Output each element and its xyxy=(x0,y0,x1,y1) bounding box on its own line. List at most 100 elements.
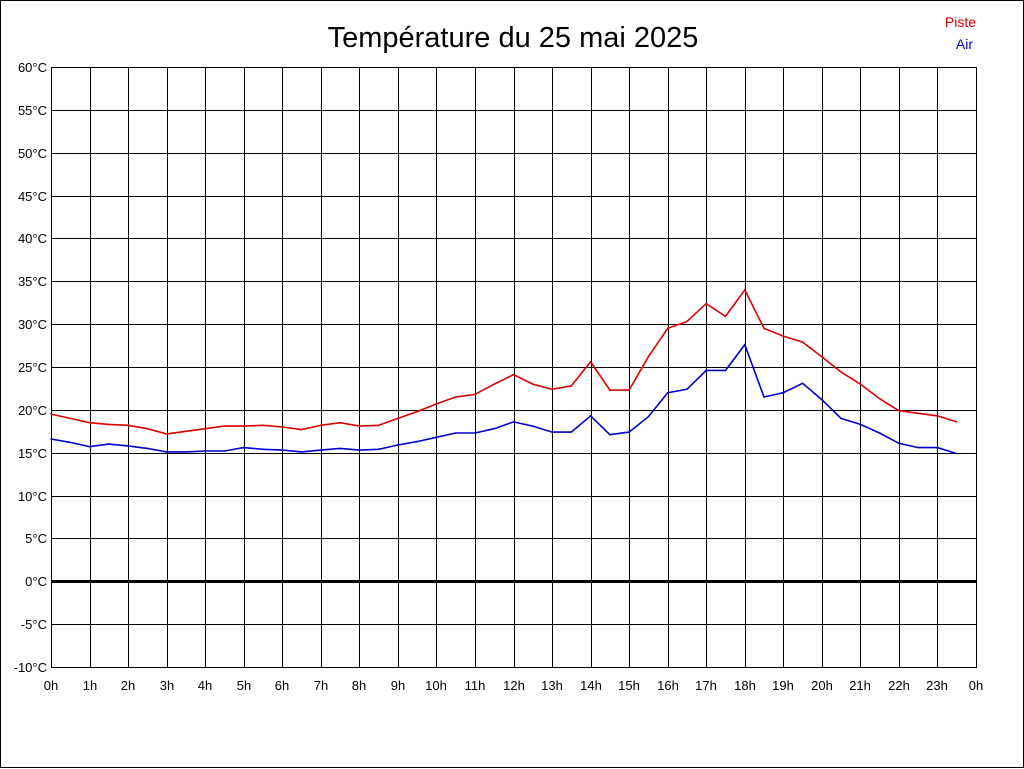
data-point-air xyxy=(686,388,688,391)
y-tick-label: 0°C xyxy=(25,574,47,589)
data-point-air xyxy=(532,425,534,427)
data-point-air xyxy=(898,442,900,445)
data-point-air xyxy=(127,445,129,447)
x-tick-label: 0h xyxy=(969,678,983,693)
data-point-air xyxy=(570,431,573,433)
data-point-piste xyxy=(917,412,919,415)
data-point-air xyxy=(88,445,91,448)
x-tick-label: 18h xyxy=(734,678,756,693)
data-point-piste xyxy=(859,383,862,385)
data-point-air xyxy=(204,450,206,452)
data-point-air xyxy=(69,441,72,444)
y-tick-label: 10°C xyxy=(18,489,47,504)
data-point-piste xyxy=(320,424,322,427)
x-tick-label: 2h xyxy=(121,678,135,693)
y-tick-label: 55°C xyxy=(18,103,47,118)
data-point-piste xyxy=(185,430,187,433)
data-point-piste xyxy=(108,423,110,426)
legend-entry-air: Air xyxy=(956,36,973,52)
data-point-piste xyxy=(744,289,746,291)
data-point-piste xyxy=(50,413,52,415)
x-tick-label: 14h xyxy=(580,678,602,693)
data-point-air xyxy=(589,415,592,417)
x-tick-label: 11h xyxy=(465,678,486,693)
data-point-air xyxy=(840,417,842,420)
x-tick-label: 5h xyxy=(237,678,251,693)
data-point-piste xyxy=(551,388,553,391)
data-point-air xyxy=(705,369,707,372)
y-tick-label: 5°C xyxy=(25,531,47,546)
data-point-piste xyxy=(339,421,341,424)
data-point-piste xyxy=(435,403,438,405)
data-point-air xyxy=(859,423,862,426)
data-point-piste xyxy=(878,397,881,400)
chart-title: Température du 25 mai 2025 xyxy=(328,22,699,54)
data-point-piste xyxy=(647,355,650,358)
x-tick-label: 13h xyxy=(541,678,563,693)
data-point-piste xyxy=(127,424,129,427)
data-point-air xyxy=(801,382,804,385)
y-tick-label: 60°C xyxy=(18,60,47,75)
data-point-piste xyxy=(397,417,399,420)
data-point-air xyxy=(936,446,939,449)
data-point-air xyxy=(281,449,284,451)
data-point-piste xyxy=(936,415,939,417)
x-tick-label: 23h xyxy=(926,678,948,693)
series-lines xyxy=(50,288,958,455)
data-point-piste xyxy=(474,393,476,396)
x-tick-label: 4h xyxy=(198,678,212,693)
data-point-piste xyxy=(801,341,804,343)
data-point-piste xyxy=(532,383,534,385)
data-point-air xyxy=(108,443,110,445)
data-point-air xyxy=(454,432,457,434)
data-point-air xyxy=(955,452,958,455)
data-point-piste xyxy=(377,424,380,427)
data-point-air xyxy=(724,369,727,372)
data-point-piste xyxy=(955,421,958,423)
data-point-piste xyxy=(589,361,592,363)
data-point-piste xyxy=(88,421,91,424)
x-tick-label: 0h xyxy=(44,678,58,693)
data-point-air xyxy=(242,446,245,449)
x-tick-label: 3h xyxy=(160,678,174,693)
y-tick-label: 25°C xyxy=(18,360,47,375)
data-point-air xyxy=(609,433,611,436)
data-point-piste xyxy=(512,373,515,376)
data-point-piste xyxy=(454,396,457,398)
data-point-air xyxy=(223,450,226,452)
data-point-piste xyxy=(840,371,842,373)
data-point-piste xyxy=(666,327,669,330)
data-point-piste xyxy=(223,425,226,427)
data-point-air xyxy=(878,432,881,434)
data-point-air xyxy=(300,451,303,453)
data-point-air xyxy=(377,448,380,451)
data-point-piste xyxy=(242,425,245,427)
data-point-air xyxy=(917,446,919,449)
x-tick-label: 8h xyxy=(352,678,366,693)
data-point-piste xyxy=(146,427,149,430)
data-point-piste xyxy=(782,335,785,337)
grid xyxy=(51,67,977,668)
data-point-air xyxy=(666,391,669,394)
x-tick-label: 22h xyxy=(888,678,910,693)
legend: Piste Air xyxy=(945,14,976,52)
data-point-air xyxy=(397,444,399,446)
y-tick-label: 30°C xyxy=(18,317,47,332)
data-point-air xyxy=(416,440,418,443)
data-point-piste xyxy=(724,315,727,318)
data-point-air xyxy=(744,343,746,346)
data-point-air xyxy=(763,396,765,398)
data-point-piste xyxy=(204,427,206,430)
y-tick-label: 15°C xyxy=(18,446,47,461)
data-point-air xyxy=(50,438,52,440)
data-point-piste xyxy=(609,389,611,391)
data-point-air xyxy=(146,447,149,450)
data-point-piste xyxy=(165,433,168,435)
y-tick-label: 45°C xyxy=(18,189,47,204)
x-tick-label: 21h xyxy=(849,678,871,693)
x-tick-label: 9h xyxy=(391,678,405,693)
data-point-air xyxy=(435,436,438,439)
data-point-piste xyxy=(898,409,900,412)
